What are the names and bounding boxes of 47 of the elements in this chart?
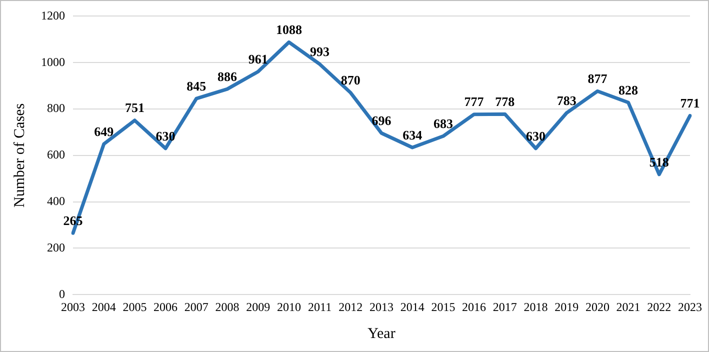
data-label: 1088 xyxy=(276,22,302,38)
data-label: 751 xyxy=(124,100,144,116)
x-tick-label: 2017 xyxy=(492,300,517,314)
x-axis-title: Year xyxy=(368,326,396,342)
data-label: 777 xyxy=(464,94,484,110)
x-tick-label: 2012 xyxy=(338,300,363,314)
data-label: 630 xyxy=(526,128,546,144)
data-label: 778 xyxy=(495,94,516,109)
data-label: 649 xyxy=(94,124,114,139)
data-label: 771 xyxy=(680,96,700,111)
x-tick-label: 2005 xyxy=(122,300,147,314)
x-tick-label: 2007 xyxy=(184,300,208,314)
x-tick-label: 2011 xyxy=(308,300,332,314)
data-label: 683 xyxy=(433,116,454,132)
x-tick-label: 2014 xyxy=(400,300,424,314)
x-tick-label: 2006 xyxy=(154,300,178,314)
data-label: 845 xyxy=(186,78,207,94)
x-tick-label: 2023 xyxy=(678,300,702,314)
data-label: 993 xyxy=(310,44,330,60)
x-tick-label: 2004 xyxy=(92,300,116,314)
y-tick-label: 1000 xyxy=(41,54,65,69)
x-tick-label: 2021 xyxy=(616,300,640,314)
y-tick-label: 800 xyxy=(47,101,65,116)
x-tick-label: 2022 xyxy=(647,300,672,314)
data-label: 886 xyxy=(218,68,238,84)
x-tick-label: 2015 xyxy=(431,300,456,314)
x-tick-label: 2010 xyxy=(276,300,301,314)
x-tick-label: 2018 xyxy=(524,300,548,314)
x-tick-label: 2016 xyxy=(462,300,486,314)
x-tick-label: 2013 xyxy=(370,300,394,314)
data-label: 870 xyxy=(340,72,360,88)
data-label: 634 xyxy=(402,127,423,142)
data-label: 783 xyxy=(556,92,577,108)
x-tick-label: 2020 xyxy=(585,300,610,314)
y-tick-label: 400 xyxy=(47,194,65,208)
data-label: 877 xyxy=(588,70,608,86)
data-label: 961 xyxy=(248,52,268,67)
x-tick-label: 2003 xyxy=(61,300,85,314)
y-tick-label: 200 xyxy=(47,240,65,254)
y-tick-label: 600 xyxy=(47,148,65,162)
y-tick-label: 0 xyxy=(59,286,65,301)
x-tick-label: 2019 xyxy=(554,300,579,314)
y-axis-title: Number of Cases xyxy=(12,103,28,208)
y-tick-label: 1200 xyxy=(41,8,65,22)
data-label: 828 xyxy=(618,82,639,98)
x-tick-label: 2008 xyxy=(215,300,240,314)
x-tick-label: 2009 xyxy=(246,300,270,314)
